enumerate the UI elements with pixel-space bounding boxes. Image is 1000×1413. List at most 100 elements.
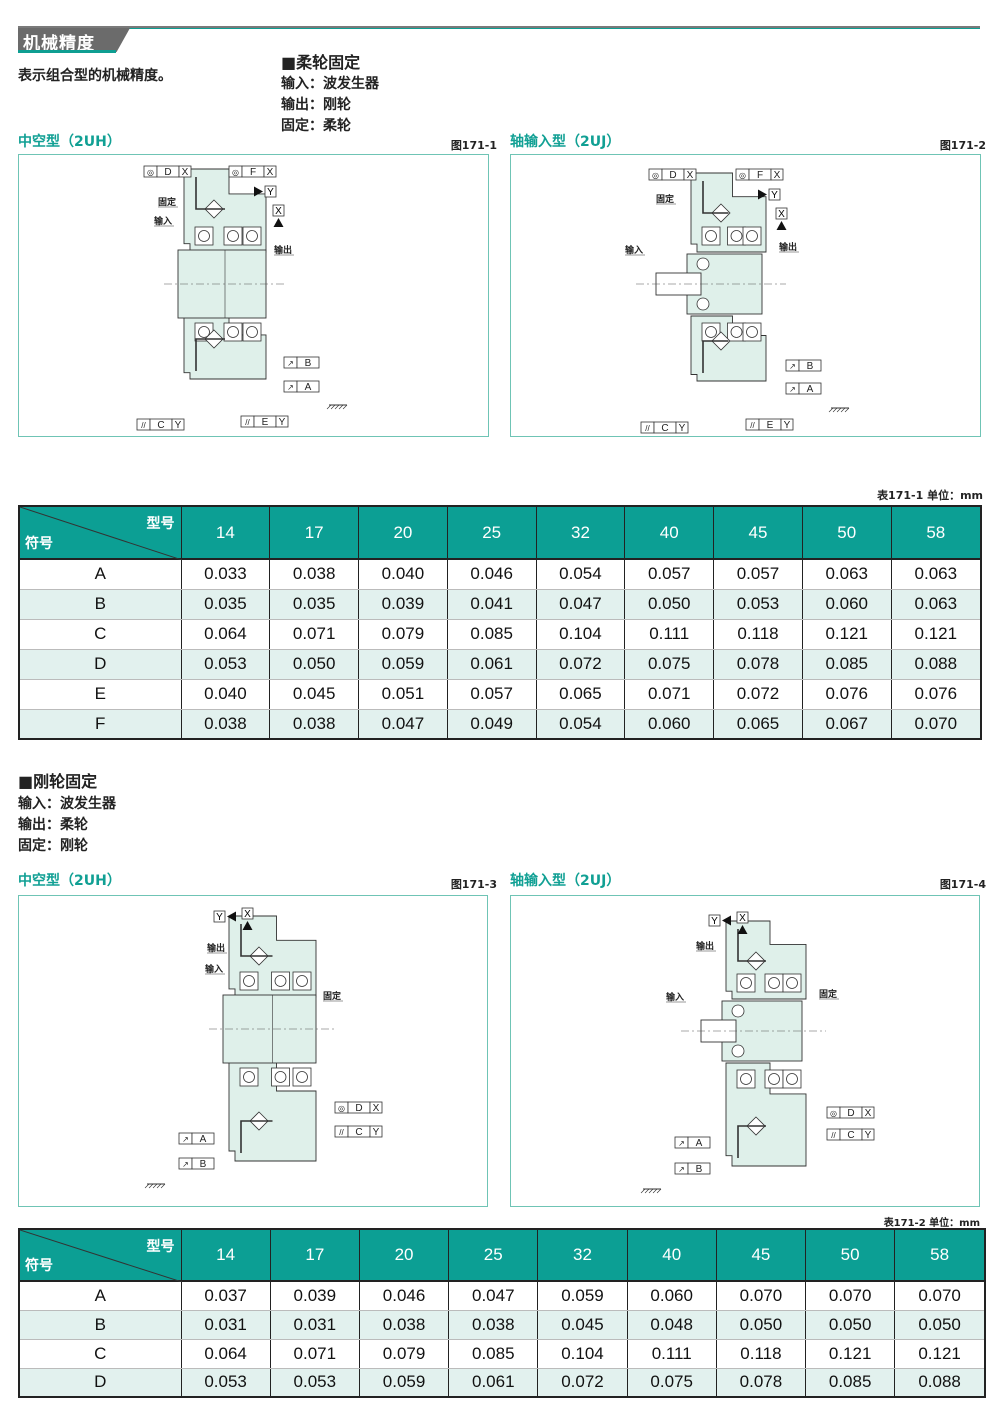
accuracy-table-2: 型号 符号 14 17 20 25 32 40 45 50 58 A 0.037 0.039 0.046 0.… [18, 1228, 986, 1398]
table-cell: 0.079 [358, 619, 448, 650]
table-cell: 0.075 [626, 1368, 717, 1398]
tolerance-letter: E [262, 417, 269, 428]
table-corner-header: 型号 符号 [19, 506, 182, 560]
part-label: 输出 [779, 241, 797, 253]
table-cell: 0.121 [801, 619, 892, 650]
column-header: 58 [890, 506, 981, 560]
row-symbol: D [18, 1368, 181, 1398]
diagonal-divider [20, 507, 182, 560]
tolerance-letter: B [305, 358, 312, 369]
table-cell: 0.078 [715, 1368, 806, 1398]
table-cell: 0.060 [801, 589, 892, 620]
part-label: 固定 [158, 196, 177, 208]
symbol-label: 符号 [25, 1258, 53, 1274]
title-underline [18, 50, 116, 53]
column-header: 14 [180, 506, 270, 560]
tolerance-letter: A [200, 1134, 207, 1145]
drawing-panel-2uh-circular-spline-fixed: ◎ D X//C Y ↗ A ↗ B 输出 输入 固定 Y X [18, 895, 488, 1207]
table-cell: 0.072 [537, 1368, 628, 1398]
column-header: 50 [801, 506, 892, 560]
tolerance-symbol: ↗ [789, 385, 796, 394]
table-row: D 0.053 0.053 0.059 0.061 0.072 0.075 0.078 0.08… [18, 1368, 985, 1398]
column-header: 20 [358, 1229, 449, 1282]
tolerance-letter: A [696, 1138, 703, 1149]
tolerance-frame: // E Y [745, 418, 794, 431]
part-label: 输出 [207, 942, 225, 954]
tolerance-letter: F [250, 167, 256, 178]
symbol-label: 符号 [25, 536, 53, 552]
fig2-number: 图171-2 [939, 139, 986, 152]
table-cell: 0.118 [713, 619, 803, 650]
tolerance-letter: C [661, 423, 668, 434]
column-header: 17 [269, 1229, 360, 1282]
datum-marker: X [272, 204, 285, 227]
table-cell: 0.072 [535, 649, 625, 680]
tolerance-letter: D [669, 170, 676, 181]
table2-caption: 表171-2 单位：mm [883, 1218, 980, 1229]
table-cell: 0.050 [715, 1310, 806, 1340]
table-cell: 0.050 [269, 649, 359, 680]
table-row: A 0.033 0.038 0.040 0.046 0.054 0.057 0.057 0.06… [18, 559, 981, 590]
table-cell: 0.041 [446, 589, 537, 620]
table-cell: 0.085 [448, 1339, 538, 1369]
gear-unit-cross-section [636, 172, 786, 382]
part-label: 固定 [656, 193, 675, 205]
section2-output: 输出：柔轮 [18, 817, 88, 833]
datum-marker: Y [213, 910, 236, 923]
tolerance-frame: ↗ B [785, 359, 822, 372]
tolerance-frame: // E Y [240, 415, 289, 428]
table-cell: 0.060 [626, 1281, 717, 1311]
ground-symbol [640, 1188, 662, 1194]
part-label: 固定 [323, 990, 342, 1002]
gear-unit-cross-section [681, 920, 826, 1167]
datum-marker: X [736, 911, 749, 934]
tolerance-letter: X [865, 1108, 872, 1119]
tolerance-letter: Y [865, 1130, 872, 1141]
model-label: 型号 [146, 1239, 175, 1255]
tolerance-symbol: ◎ [652, 171, 659, 180]
column-header: 45 [715, 1229, 806, 1282]
tolerance-symbol: ◎ [232, 168, 239, 177]
table-cell: 0.111 [626, 1339, 717, 1369]
description: 表示组合型的机械精度。 [18, 68, 172, 84]
table-row: D 0.053 0.050 0.059 0.061 0.072 0.075 0.078 0.08… [18, 649, 981, 680]
tolerance-frame: ↗ A [178, 1132, 215, 1145]
svg-text:X: X [739, 913, 746, 924]
tolerance-letter: X [687, 170, 694, 181]
table-cell: 0.046 [358, 1281, 449, 1311]
section1-output: 输出：刚轮 [281, 97, 351, 113]
tolerance-letter: B [807, 361, 814, 372]
table-cell: 0.079 [358, 1339, 449, 1369]
table-cell: 0.118 [715, 1339, 806, 1369]
table-cell: 0.104 [537, 1339, 628, 1369]
tolerance-frame: // C Y [826, 1128, 875, 1141]
table-cell: 0.070 [890, 709, 981, 740]
fig3-number: 图171-3 [450, 878, 497, 891]
fig2-subtitle: 轴输入型（2UJ） [510, 134, 621, 150]
section2-input: 输入：波发生器 [18, 796, 116, 812]
table-cell: 0.048 [626, 1310, 717, 1340]
fig4-number: 图171-4 [939, 878, 986, 891]
tolerance-letter: B [200, 1159, 207, 1170]
table-cell: 0.065 [713, 709, 803, 740]
diagonal-divider [20, 1230, 182, 1282]
tolerance-symbol: // [645, 424, 650, 433]
table-cell: 0.064 [180, 1339, 271, 1369]
table-cell: 0.031 [180, 1310, 271, 1340]
table-cell: 0.121 [890, 619, 981, 650]
table-cell: 0.045 [537, 1310, 628, 1340]
tolerance-frame: ↗ B [178, 1157, 215, 1170]
tolerance-frame: ◎ D X [826, 1106, 875, 1119]
table-cell: 0.057 [446, 679, 537, 710]
table-cell: 0.060 [624, 709, 714, 740]
table-cell: 0.049 [446, 709, 537, 740]
tolerance-frame: ↗ A [283, 380, 320, 393]
tolerance-frame: // C Y [136, 418, 185, 431]
table-cell: 0.063 [890, 589, 981, 620]
tolerance-frame: ◎ D X [334, 1101, 383, 1114]
tolerance-letter: Y [279, 417, 286, 428]
tolerance-symbol: // [831, 1131, 836, 1140]
column-header: 45 [713, 506, 803, 560]
